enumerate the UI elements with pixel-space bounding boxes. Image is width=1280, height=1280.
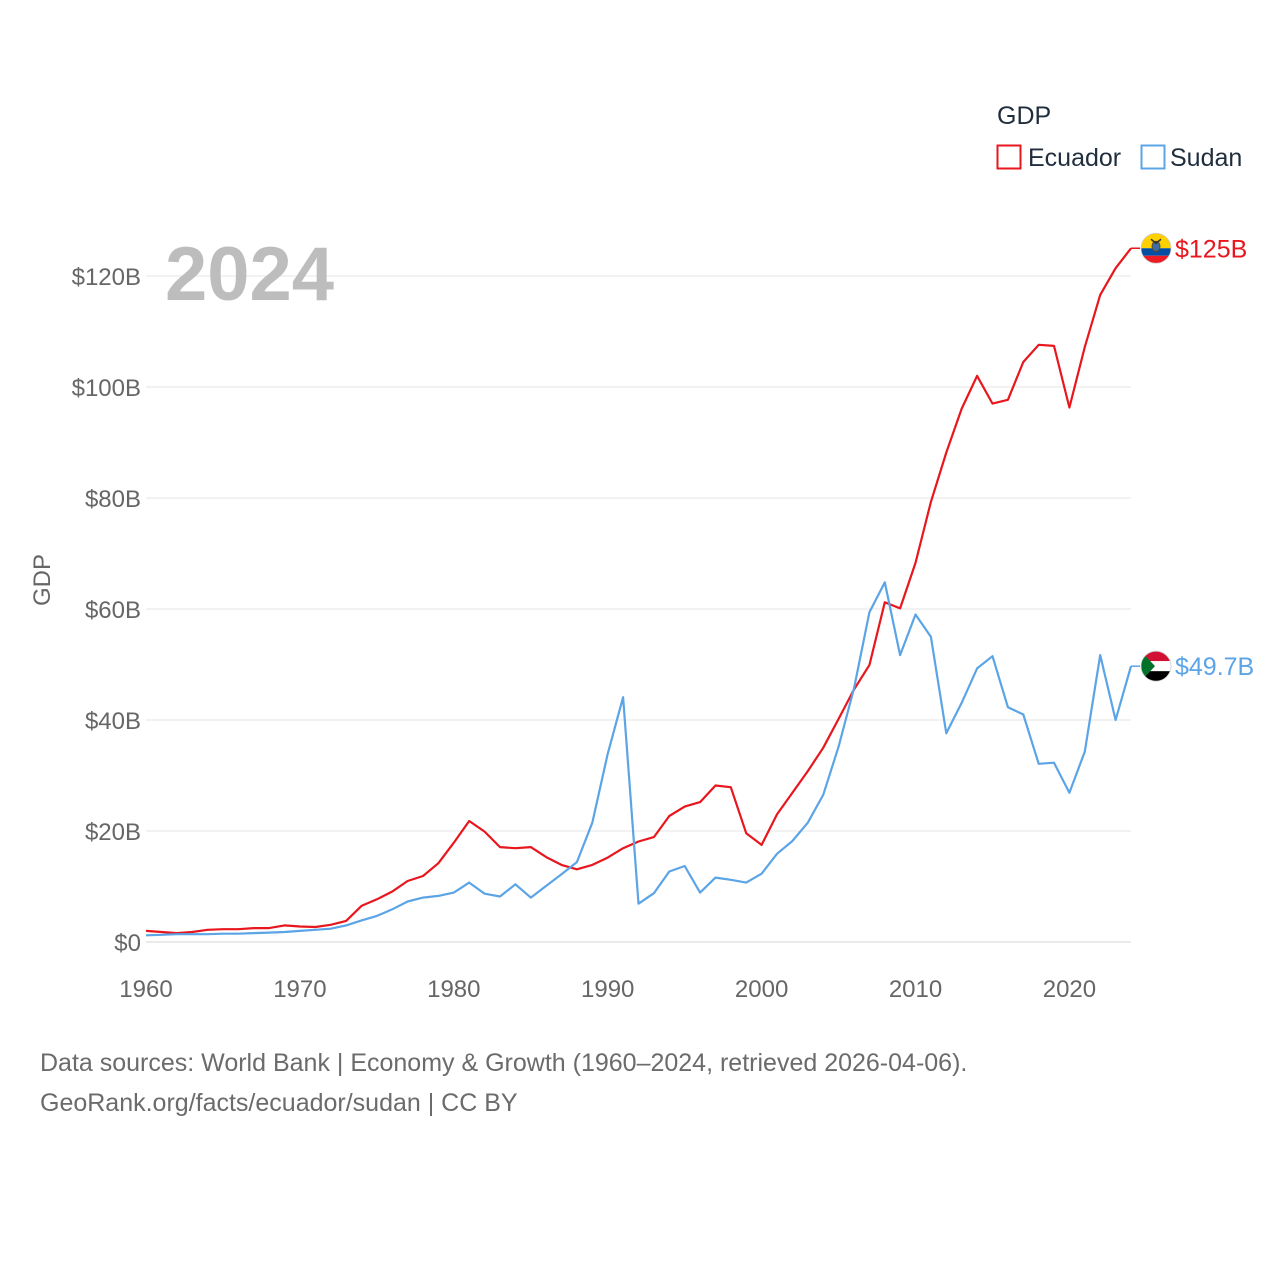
x-tick-label: 1990: [581, 976, 634, 1003]
legend: GDP Ecuador Sudan: [997, 102, 1242, 172]
y-tick-label: $20B: [85, 819, 141, 846]
source-line: Data sources: World Bank | Economy & Gro…: [40, 1043, 967, 1083]
x-tick-label: 1980: [427, 976, 480, 1003]
legend-swatch-sudan[interactable]: [1142, 146, 1165, 169]
series-line-sudan[interactable]: [146, 582, 1131, 935]
legend-title: GDP: [997, 102, 1051, 130]
y-axis-title: GDP: [29, 554, 56, 606]
legend-label-sudan[interactable]: Sudan: [1170, 144, 1242, 172]
legend-swatch-ecuador[interactable]: [998, 146, 1021, 169]
end-value-label-sudan: $49.7B: [1175, 653, 1254, 681]
end-markers: $125B $49.7B: [1131, 233, 1254, 681]
x-tick-label: 2000: [735, 976, 788, 1003]
x-tick-label: 2020: [1043, 976, 1096, 1003]
series-line-ecuador[interactable]: [146, 248, 1131, 933]
y-tick-label: $100B: [72, 375, 141, 402]
license-line[interactable]: GeoRank.org/facts/ecuador/sudan | CC BY: [40, 1083, 967, 1123]
x-tick-label: 1970: [273, 976, 326, 1003]
x-tick-label: 1960: [119, 976, 172, 1003]
y-tick-label: $120B: [72, 264, 141, 291]
y-tick-label: $0: [114, 930, 141, 957]
y-tick-label: $40B: [85, 708, 141, 735]
series-lines: [146, 248, 1131, 935]
y-tick-label: $80B: [85, 486, 141, 513]
data-source-note: Data sources: World Bank | Economy & Gro…: [40, 1043, 967, 1123]
end-value-label-ecuador: $125B: [1175, 235, 1247, 263]
x-axis: 1960 1970 1980 1990 2000 2010 2020: [119, 976, 1096, 1003]
x-tick-label: 2010: [889, 976, 942, 1003]
current-year-label: 2024: [165, 232, 334, 317]
y-axis: $0 $20B $40B $60B $80B $100B $120B: [72, 264, 141, 957]
y-tick-label: $60B: [85, 597, 141, 624]
legend-label-ecuador[interactable]: Ecuador: [1028, 144, 1121, 172]
sudan-flag-icon: [1141, 651, 1171, 681]
ecuador-flag-icon: [1141, 233, 1171, 263]
